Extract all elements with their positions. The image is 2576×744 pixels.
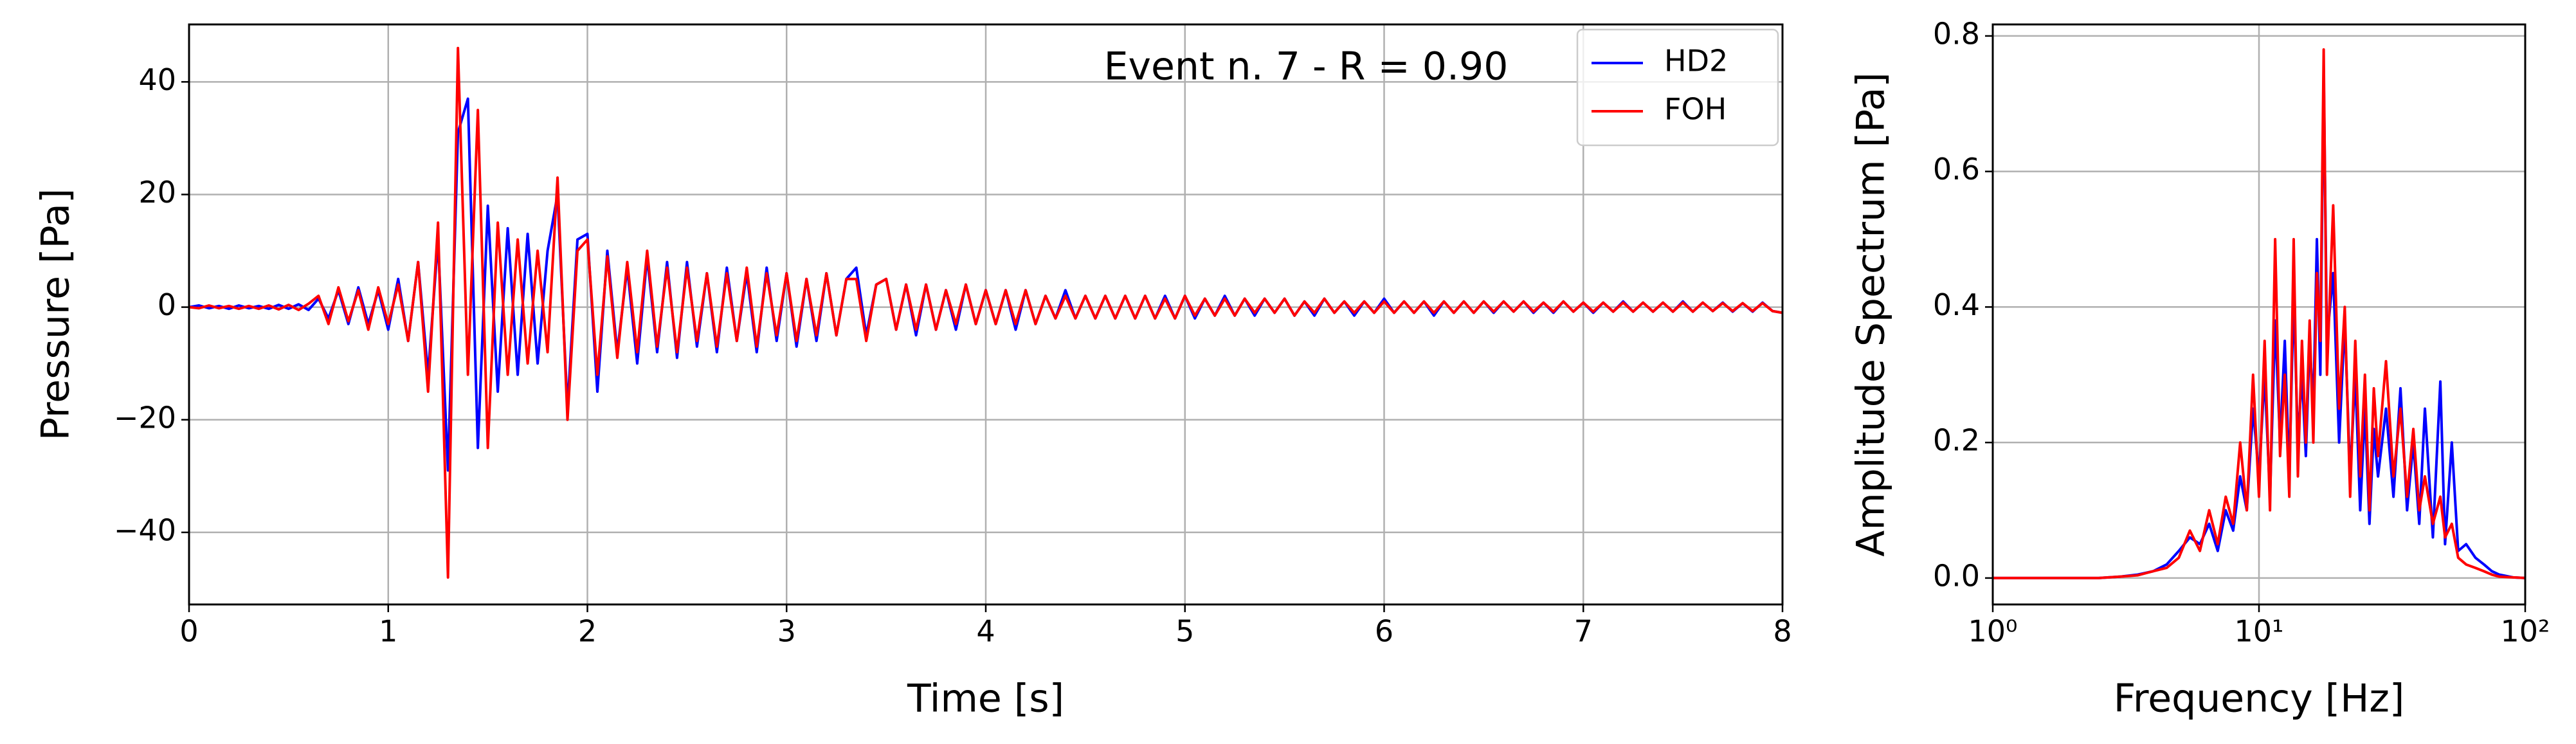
x-tick-label: 2: [578, 614, 597, 649]
series-line: [189, 46, 1782, 579]
y-tick-label: 0.6: [1933, 152, 1980, 186]
x-axis-label: Time [s]: [907, 676, 1064, 721]
legend-label: FOH: [1664, 92, 1727, 127]
x-tick-label: 8: [1773, 614, 1791, 649]
x-tick-label: 4: [976, 614, 995, 649]
y-tick-label: 0.8: [1933, 16, 1980, 51]
series-line: [1993, 48, 2525, 579]
x-tick-label: 0: [179, 614, 198, 649]
y-tick-label: 0.4: [1933, 287, 1980, 322]
x-tick-label: 3: [777, 614, 796, 649]
plot-area: [189, 46, 1782, 579]
x-tick-label: 6: [1375, 614, 1393, 649]
x-tick-label: 10¹: [2235, 614, 2284, 649]
y-axis-label: Pressure [Pa]: [33, 188, 78, 440]
y-tick-label: 0: [158, 287, 176, 322]
legend-label: HD2: [1664, 44, 1728, 78]
x-tick-label: 7: [1574, 614, 1593, 649]
axes-frame: [1991, 23, 2526, 606]
x-tick-label: 5: [1175, 614, 1194, 649]
y-tick-label: −20: [114, 400, 176, 435]
x-tick-label: 1: [379, 614, 397, 649]
y-tick-label: 20: [138, 175, 176, 210]
y-tick-label: 40: [138, 62, 176, 97]
y-tick-label: 0.2: [1933, 423, 1980, 458]
y-tick-label: 0.0: [1933, 558, 1980, 593]
x-axis-label: Frequency [Hz]: [2114, 676, 2404, 721]
plot-area: [1993, 48, 2525, 579]
y-axis-label: Amplitude Spectrum [Pa]: [1849, 72, 1894, 556]
axes-frame: [188, 23, 1784, 606]
annotation: Event n. 7 - R = 0.90: [1104, 44, 1509, 89]
legend-box: [1576, 28, 1779, 147]
y-tick-label: −40: [114, 513, 176, 547]
x-tick-label: 10²: [2501, 614, 2550, 649]
x-tick-label: 10⁰: [1968, 614, 2018, 649]
